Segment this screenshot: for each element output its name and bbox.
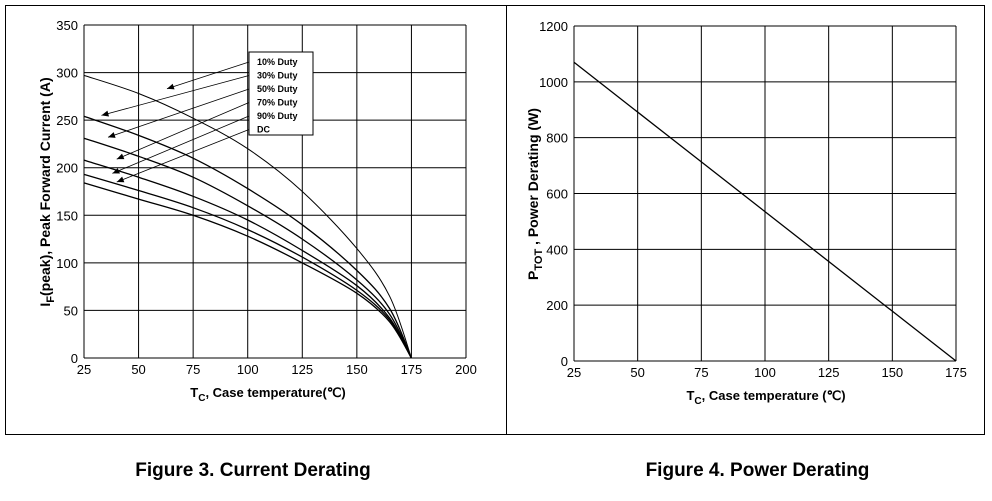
y-tick-label: 600 bbox=[546, 187, 568, 202]
legend-arrowhead bbox=[116, 153, 125, 160]
y-axis-label: PTOT , Power Derating (W) bbox=[525, 108, 545, 280]
legend-label: 70% Duty bbox=[257, 98, 298, 108]
y-tick-label: 400 bbox=[546, 242, 568, 257]
figure4-caption: Figure 4. Power Derating bbox=[645, 460, 870, 481]
legend-label: DC bbox=[257, 125, 270, 135]
y-tick-label: 1000 bbox=[539, 75, 568, 90]
series-line-70-duty bbox=[83, 159, 412, 359]
x-tick-label: 200 bbox=[455, 362, 477, 377]
x-tick-label: 50 bbox=[131, 362, 145, 377]
series-line-dc bbox=[83, 182, 412, 359]
x-tick-label: 175 bbox=[945, 365, 967, 380]
legend-leader-line bbox=[116, 129, 250, 183]
y-tick-label: 150 bbox=[56, 208, 78, 223]
y-axis-label: IF(peak), Peak Forward Current (A) bbox=[37, 77, 57, 306]
x-axis-label: TC, Case temperature (℃) bbox=[686, 388, 845, 407]
figure-divider bbox=[506, 5, 507, 435]
x-axis-label: TC, Case temperature(℃) bbox=[190, 385, 346, 404]
series-line bbox=[573, 61, 957, 362]
legend-label: 50% Duty bbox=[257, 84, 298, 94]
series-line-30-duty bbox=[83, 115, 412, 359]
legend-arrowhead bbox=[166, 83, 175, 90]
y-tick-label: 1200 bbox=[539, 19, 568, 34]
y-tick-label: 50 bbox=[64, 303, 78, 318]
series-line-90-duty bbox=[83, 173, 412, 359]
figure3-caption: Figure 3. Current Derating bbox=[135, 460, 371, 481]
legend-box bbox=[248, 51, 314, 136]
legend-arrowhead bbox=[112, 167, 120, 174]
legend-label: 90% Duty bbox=[257, 111, 298, 121]
legend-leader-line bbox=[101, 75, 250, 116]
y-tick-label: 100 bbox=[56, 256, 78, 271]
figure-frame bbox=[5, 5, 985, 435]
x-tick-label: 125 bbox=[818, 365, 840, 380]
x-tick-label: 175 bbox=[401, 362, 423, 377]
x-tick-label: 150 bbox=[346, 362, 368, 377]
legend-leader-line bbox=[116, 102, 250, 160]
y-tick-label: 800 bbox=[546, 131, 568, 146]
y-tick-label: 350 bbox=[56, 18, 78, 33]
series-line-10-duty bbox=[83, 74, 412, 359]
x-tick-label: 100 bbox=[754, 365, 776, 380]
x-tick-label: 125 bbox=[291, 362, 313, 377]
legend-arrowhead bbox=[101, 110, 110, 117]
x-tick-label: 25 bbox=[77, 362, 91, 377]
x-tick-label: 25 bbox=[567, 365, 581, 380]
y-tick-label: 200 bbox=[56, 161, 78, 176]
legend-label: 10% Duty bbox=[257, 57, 298, 67]
x-tick-label: 150 bbox=[881, 365, 903, 380]
x-tick-label: 75 bbox=[694, 365, 708, 380]
legend-leader-line bbox=[166, 61, 250, 90]
series-line-50-duty bbox=[83, 137, 412, 359]
legend-arrowhead bbox=[116, 176, 125, 183]
legend-leader-line bbox=[107, 88, 250, 138]
legend-leader-line bbox=[112, 115, 250, 174]
y-tick-label: 0 bbox=[71, 351, 78, 366]
legend-label: 30% Duty bbox=[257, 71, 298, 81]
x-tick-label: 75 bbox=[186, 362, 200, 377]
y-tick-label: 250 bbox=[56, 113, 78, 128]
y-tick-label: 200 bbox=[546, 298, 568, 313]
x-tick-label: 50 bbox=[630, 365, 644, 380]
legend-arrowhead bbox=[108, 132, 116, 138]
y-tick-label: 0 bbox=[561, 354, 568, 369]
y-tick-label: 300 bbox=[56, 66, 78, 81]
x-tick-label: 100 bbox=[237, 362, 259, 377]
